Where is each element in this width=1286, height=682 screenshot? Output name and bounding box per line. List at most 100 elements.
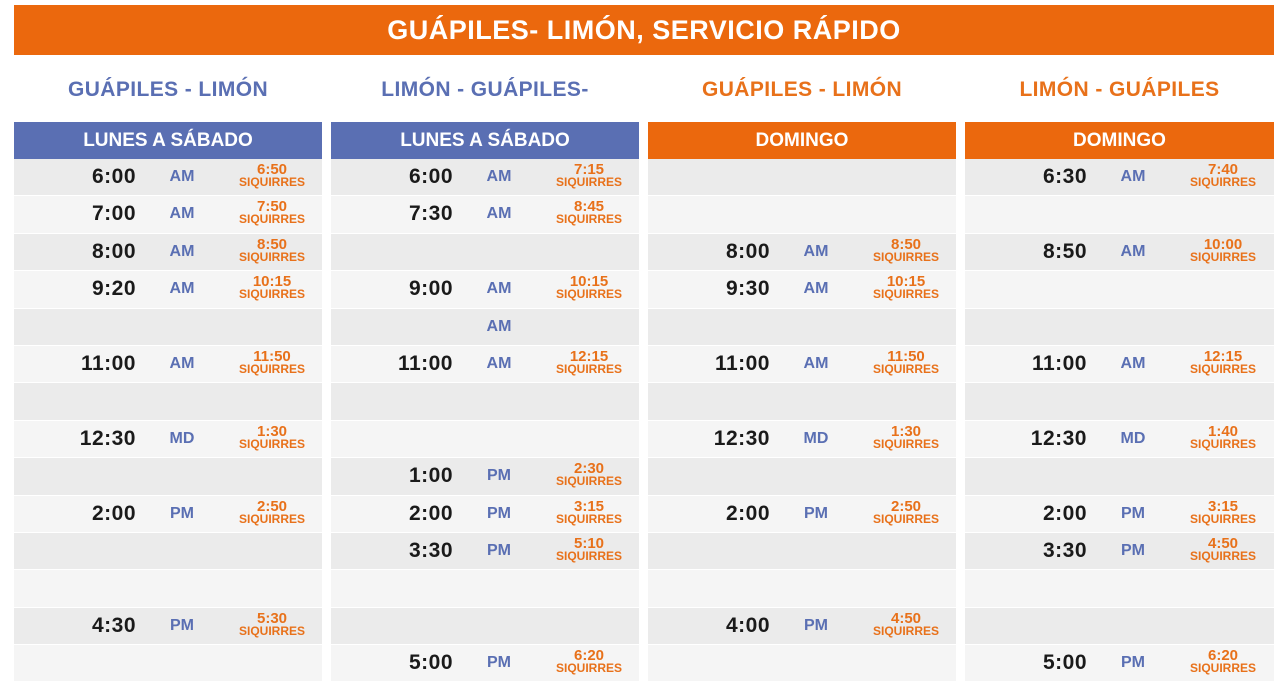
arrival-info: 6:50 SIQUIRRES: [224, 162, 320, 189]
arrival-info: 7:40 SIQUIRRES: [1175, 162, 1271, 189]
arrival-info: 10:15 SIQUIRRES: [858, 274, 954, 301]
arrival-info: 4:50 SIQUIRRES: [858, 611, 954, 638]
departure-time: 9:30: [725, 277, 770, 301]
arrival-info: 12:15 SIQUIRRES: [1175, 349, 1271, 376]
arrival-time: 12:15: [569, 347, 609, 365]
schedule-row: 8:00 AM 8:50 SIQUIRRES: [14, 233, 322, 272]
arrival-info: 10:15 SIQUIRRES: [541, 273, 637, 302]
arrival-destination: SIQUIRRES: [872, 361, 939, 376]
arrival-destination: SIQUIRRES: [872, 436, 939, 451]
departure-time: 7:30: [408, 202, 453, 226]
departure-time: 7:00: [91, 202, 136, 226]
time-period: PM: [487, 654, 511, 672]
arrival-destination: SIQUIRRES: [555, 661, 622, 676]
arrival-info: 3:15 SIQUIRRES: [541, 499, 637, 526]
arrival-time: 6:20: [573, 647, 605, 665]
arrival-destination: SIQUIRRES: [555, 511, 622, 526]
time-period: AM: [486, 168, 512, 185]
schedule-row: [965, 570, 1274, 608]
schedule-row: [14, 570, 322, 608]
time-period: AM: [486, 205, 512, 223]
schedule-row: 2:00 PM 2:50 SIQUIRRES: [648, 495, 956, 533]
departure-time: 11:00: [1031, 351, 1087, 375]
schedule-rows: 8:00 AM 8:50 SIQUIRRES 9:30 AM 10:15 SIQUIRRES 1…: [648, 159, 956, 682]
time-period: MD: [803, 429, 829, 447]
arrival-info: 3:15 SIQUIRRES: [1175, 499, 1271, 526]
arrival-info: 1:40 SIQUIRRES: [1175, 422, 1271, 451]
departure-time: 12:30: [79, 426, 136, 450]
route-title-4: LIMÓN - GUÁPILES: [1019, 78, 1220, 101]
time-period: MD: [1120, 429, 1146, 447]
time-period: AM: [803, 242, 829, 260]
arrival-destination: SIQUIRRES: [238, 623, 305, 638]
time-period: PM: [804, 616, 828, 634]
schedule-rows: 6:00 AM 6:50 SIQUIRRES 7:00 AM 7:50 SIQUIRRES 8:…: [14, 159, 322, 682]
arrival-info: 2:50 SIQUIRRES: [224, 499, 320, 526]
departure-time: 12:30: [1030, 426, 1087, 450]
arrival-destination: SIQUIRRES: [555, 361, 622, 376]
arrival-destination: SIQUIRRES: [238, 361, 305, 376]
arrival-destination: SIQUIRRES: [238, 511, 305, 526]
arrival-info: 8:50 SIQUIRRES: [858, 235, 954, 264]
arrival-time: 8:50: [890, 235, 922, 253]
arrival-destination: SIQUIRRES: [555, 212, 622, 227]
time-period: AM: [1120, 242, 1146, 260]
arrival-time: 11:50: [887, 347, 925, 365]
schedule-column-2: LUNES A SÁBADO 6:00 AM 7:15 SIQUIRRES 7:30 AM…: [331, 122, 639, 682]
time-period: PM: [487, 504, 511, 522]
time-period: AM: [803, 354, 829, 372]
time-period: PM: [1121, 654, 1145, 672]
schedule-row: [965, 383, 1274, 421]
schedule-row: [648, 159, 956, 197]
departure-time: 2:00: [1042, 501, 1087, 525]
schedule-row: 12:30 MD 1:30 SIQUIRRES: [14, 420, 322, 459]
schedule-row: 4:00 PM 4:50 SIQUIRRES: [648, 607, 956, 646]
time-period: MD: [169, 429, 195, 447]
time-period: PM: [1121, 504, 1145, 522]
time-period: AM: [169, 280, 195, 298]
schedule-row: 8:50 AM 10:00 SIQUIRRES: [965, 233, 1274, 272]
arrival-time: 10:15: [569, 273, 609, 291]
schedule-row: [331, 233, 639, 272]
arrival-destination: SIQUIRRES: [555, 287, 622, 302]
schedule-row: 8:00 AM 8:50 SIQUIRRES: [648, 233, 956, 272]
departure-time: 2:00: [408, 501, 453, 525]
time-period: PM: [170, 616, 194, 634]
schedule-row: [331, 383, 639, 421]
departure-time: 8:00: [91, 239, 136, 263]
arrival-destination: SIQUIRRES: [872, 249, 939, 264]
arrival-time: 11:50: [253, 347, 291, 365]
arrival-info: 1:30 SIQUIRRES: [224, 422, 320, 451]
arrival-info: 5:10 SIQUIRRES: [541, 536, 637, 563]
time-period: PM: [170, 504, 194, 522]
departure-time: 9:20: [91, 277, 136, 301]
day-header: LUNES A SÁBADO: [331, 122, 639, 159]
schedule-row: 1:00 PM 2:30 SIQUIRRES: [331, 458, 639, 496]
schedule-row: [965, 607, 1274, 646]
arrival-info: 7:50 SIQUIRRES: [224, 199, 320, 226]
arrival-time: 2:50: [890, 497, 922, 515]
time-period: AM: [486, 317, 512, 335]
time-period: AM: [1120, 354, 1146, 372]
arrival-time: 1:40: [1207, 422, 1239, 440]
arrival-destination: SIQUIRRES: [1189, 175, 1256, 189]
departure-time: 11:00: [397, 351, 453, 375]
departure-time: 6:30: [1042, 165, 1087, 188]
time-period: PM: [487, 467, 511, 485]
departure-time: 2:00: [725, 501, 770, 525]
schedule-row: [648, 532, 956, 571]
time-period: PM: [804, 504, 828, 522]
time-period: AM: [169, 205, 195, 223]
schedule-row: 2:00 PM 3:15 SIQUIRRES: [965, 495, 1274, 533]
arrival-info: 11:50 SIQUIRRES: [224, 347, 320, 376]
departure-time: 8:50: [1042, 239, 1087, 263]
arrival-destination: SIQUIRRES: [872, 623, 939, 638]
departure-time: 4:00: [725, 613, 770, 637]
departure-time: 6:00: [408, 165, 453, 188]
arrival-time: 1:30: [256, 422, 288, 440]
departure-time: 5:00: [408, 651, 453, 675]
schedule-row: 6:00 AM 7:15 SIQUIRRES: [331, 159, 639, 197]
schedule-row: 5:00 PM 6:20 SIQUIRRES: [965, 645, 1274, 682]
day-header: DOMINGO: [965, 122, 1274, 159]
arrival-time: 5:30: [256, 609, 288, 627]
